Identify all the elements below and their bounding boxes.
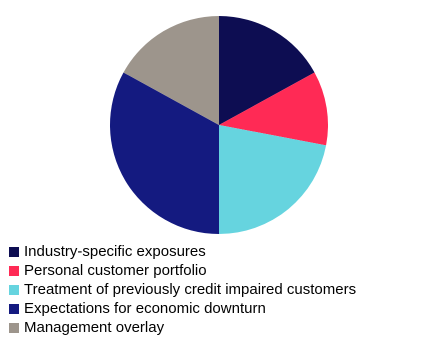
pie-slice-5	[123, 16, 219, 125]
legend-swatch	[9, 265, 19, 276]
pie-slice-4	[109, 72, 219, 235]
legend-label: Management overlay	[24, 319, 165, 336]
legend-label: Treatment of previously credit impaired …	[24, 281, 357, 298]
legend-label: Personal customer portfolio	[24, 262, 207, 279]
legend-swatch	[9, 322, 19, 333]
legend-item-2: Personal customer portfolio	[9, 261, 356, 280]
legend-item-3: Treatment of previously credit impaired …	[9, 280, 356, 299]
legend-label: Expectations for economic downturn	[24, 300, 266, 317]
pie-slice-1	[219, 16, 315, 125]
legend-swatch	[9, 284, 19, 295]
legend-item-4: Expectations for economic downturn	[9, 299, 356, 318]
legend-label: Industry-specific exposures	[24, 243, 206, 260]
chart-legend: Industry-specific exposures Personal cust…	[9, 242, 356, 337]
pie-slice-2	[219, 72, 329, 146]
pie-slice-3	[219, 125, 327, 234]
legend-swatch	[9, 303, 19, 314]
legend-item-5: Management overlay	[9, 318, 356, 337]
legend-swatch	[9, 246, 19, 257]
legend-item-1: Industry-specific exposures	[9, 242, 356, 261]
